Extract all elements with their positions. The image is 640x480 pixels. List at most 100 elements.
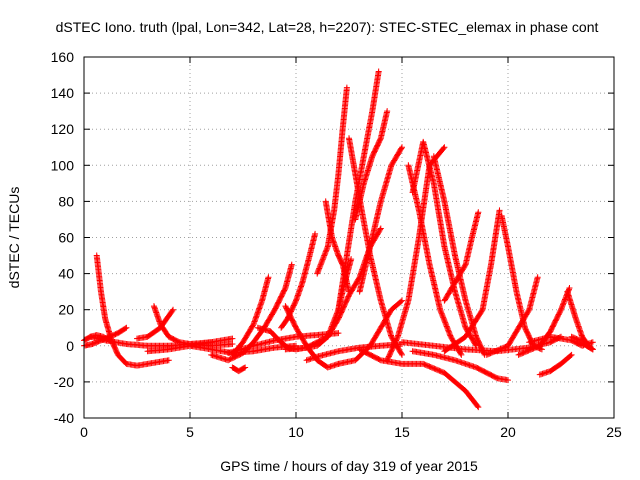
- data-point: [481, 350, 488, 357]
- x-tick-label: 0: [80, 424, 88, 440]
- data-point: [525, 307, 532, 314]
- data-point: [588, 345, 595, 352]
- data-point: [475, 404, 482, 411]
- y-tick-label: 40: [58, 266, 74, 282]
- data-point: [376, 356, 383, 363]
- data-point: [170, 306, 177, 313]
- y-tick-label: 0: [66, 338, 74, 354]
- data-point: [445, 327, 452, 334]
- data-point: [321, 252, 328, 259]
- data-point: [441, 317, 448, 324]
- data-point: [312, 230, 319, 237]
- data-point: [437, 307, 444, 314]
- x-tick-label: 5: [186, 424, 194, 440]
- data-point: [315, 266, 322, 273]
- data-point: [438, 309, 445, 316]
- data-point: [324, 244, 331, 251]
- y-tick-label: -40: [54, 410, 74, 426]
- data-point: [478, 307, 485, 314]
- x-axis-label: GPS time / hours of day 319 of year 2015: [220, 458, 478, 474]
- data-point: [346, 288, 352, 295]
- data-point: [316, 265, 323, 272]
- data-point: [242, 364, 249, 371]
- data-point: [319, 256, 326, 263]
- data-point: [318, 260, 325, 267]
- data-point: [438, 310, 445, 317]
- data-point: [567, 352, 574, 359]
- data-point: [437, 306, 444, 313]
- y-axis-label: dSTEC / TECUs: [6, 187, 22, 289]
- data-arc: [352, 108, 391, 223]
- y-tick-label: 80: [58, 193, 74, 209]
- data-point: [317, 261, 324, 268]
- data-arc: [430, 153, 488, 358]
- data-point: [241, 365, 248, 372]
- data-point: [440, 314, 447, 321]
- y-tick-label: 20: [58, 302, 74, 318]
- y-tick-label: 120: [51, 121, 75, 137]
- data-arc: [314, 84, 350, 277]
- y-tick-label: 160: [51, 49, 75, 65]
- data-point: [493, 374, 500, 381]
- data-point: [397, 298, 404, 305]
- data-point: [441, 318, 448, 325]
- data-point: [472, 341, 479, 348]
- data-point: [399, 297, 405, 304]
- axis-ticks: 0 5 10 15 20 25 -40 -20 0 20 40 60 80 100 120 140 160: [51, 49, 622, 440]
- data-point: [475, 209, 482, 216]
- data-point: [322, 249, 329, 256]
- data-arc: [536, 351, 575, 378]
- data-point: [249, 322, 256, 329]
- data-point: [566, 285, 573, 292]
- x-tick-label: 25: [606, 424, 622, 440]
- data-arc: [335, 68, 382, 313]
- x-tick-label: 20: [500, 424, 516, 440]
- y-tick-label: 140: [51, 85, 75, 101]
- data-point: [444, 324, 451, 331]
- data-point: [123, 324, 130, 331]
- data-point: [281, 286, 288, 293]
- data-point: [165, 357, 172, 364]
- data-point: [375, 68, 382, 75]
- data-point: [442, 319, 449, 326]
- data-point: [461, 262, 468, 269]
- x-tick-label: 10: [288, 424, 304, 440]
- data-point: [320, 255, 327, 262]
- data-arc: [409, 138, 480, 349]
- data-point: [445, 328, 452, 335]
- data-arc: [568, 333, 596, 353]
- y-tick-label: -20: [54, 374, 74, 390]
- data-point: [458, 351, 465, 358]
- data-marks: [81, 68, 596, 411]
- data-point: [321, 251, 328, 258]
- data-arc: [134, 306, 177, 342]
- x-tick-label: 15: [394, 424, 410, 440]
- data-point: [265, 274, 272, 281]
- data-point: [319, 257, 326, 264]
- data-point: [568, 351, 575, 358]
- data-point: [446, 331, 453, 338]
- data-point: [229, 340, 236, 347]
- data-point: [322, 248, 329, 255]
- data-point: [440, 145, 447, 152]
- data-point: [439, 311, 446, 318]
- data-point: [320, 253, 327, 260]
- data-point: [399, 351, 405, 358]
- y-tick-label: 100: [51, 157, 75, 173]
- data-point: [440, 315, 447, 322]
- data-arc: [335, 297, 405, 367]
- data-point: [169, 307, 176, 314]
- data-point: [589, 339, 596, 346]
- data-point: [505, 377, 511, 384]
- data-point: [441, 144, 448, 151]
- data-arc: [526, 333, 596, 349]
- data-point: [323, 246, 330, 253]
- data-point: [474, 403, 481, 410]
- data-point: [335, 330, 342, 337]
- data-point: [288, 261, 295, 268]
- data-point: [377, 225, 384, 232]
- data-arc: [441, 209, 482, 304]
- data-point: [457, 350, 464, 357]
- data-point: [316, 264, 323, 271]
